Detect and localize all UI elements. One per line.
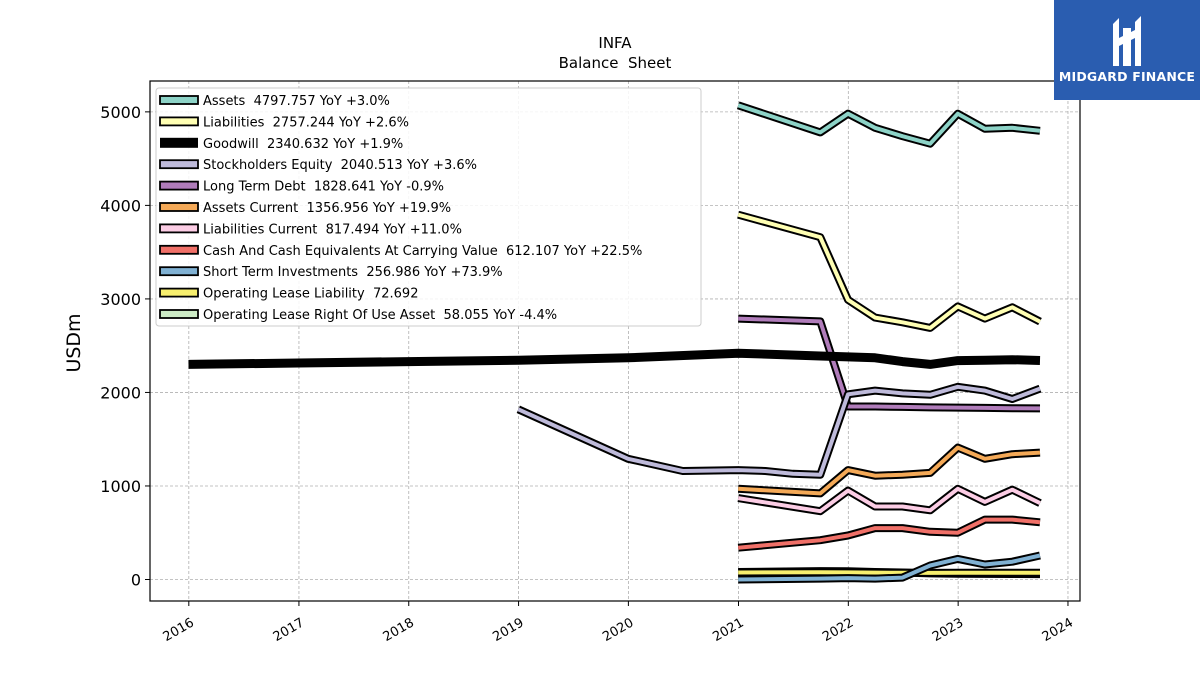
legend-swatch-cash-and-cash-equivalents-at-carrying-value <box>159 244 199 255</box>
legend-label-long-term-debt: Long Term Debt 1828.641 YoY -0.9% <box>203 180 444 195</box>
series-line-short-term-investments <box>738 553 1041 582</box>
y-tick-label: 5000 <box>100 103 141 122</box>
series-line-goodwill <box>188 348 1041 369</box>
series-line-operating-lease-liability <box>738 570 1040 575</box>
series-stockholders-equity <box>516 382 1042 479</box>
series-line-liabilities-current <box>737 486 1041 514</box>
series-line-assets-current <box>738 445 1041 496</box>
legend-swatch-operating-lease-right-of-use-asset <box>159 309 199 319</box>
legend-swatch-assets-current <box>159 202 199 212</box>
midgard-finance-logo: MIDGARD FINANCE <box>1054 0 1200 100</box>
legend-label-goodwill: Goodwill 2340.632 YoY +1.9% <box>203 137 403 152</box>
legend-swatch-goodwill <box>160 137 198 148</box>
legend-swatch-operating-lease-liability <box>159 287 199 298</box>
x-tick-label: 2021 <box>710 615 746 645</box>
y-tick-label: 3000 <box>100 290 141 309</box>
legend-label-liabilities: Liabilities 2757.244 YoY +2.6% <box>203 115 409 130</box>
x-tick-label: 2019 <box>490 615 526 645</box>
series-lines <box>188 101 1042 584</box>
y-tick-label: 2000 <box>100 383 141 402</box>
legend-label-short-term-investments: Short Term Investments 256.986 YoY +73.9… <box>203 265 503 280</box>
series-goodwill <box>188 348 1041 369</box>
series-outline-assets <box>736 101 1041 148</box>
x-tick-label: 2018 <box>381 615 417 645</box>
legend-label-operating-lease-right-of-use-asset: Operating Lease Right Of Use Asset 58.05… <box>203 308 557 323</box>
series-outline-stockholders-equity <box>516 382 1042 479</box>
series-short-term-investments <box>738 551 1041 584</box>
legend-label-liabilities-current: Liabilities Current 817.494 YoY +11.0% <box>203 222 462 237</box>
x-tick-label: 2016 <box>161 615 197 645</box>
y-tick-label: 1000 <box>100 477 141 496</box>
legend-label-stockholders-equity: Stockholders Equity 2040.513 YoY +3.6% <box>203 158 477 173</box>
legend-swatch-stockholders-equity <box>159 159 199 170</box>
legend-box <box>155 87 702 327</box>
series-line-liabilities <box>737 212 1041 330</box>
series-cash-and-cash-equivalents-at-carrying-value <box>737 515 1041 552</box>
series-assets <box>736 101 1041 148</box>
legend-swatch-liabilities-current <box>159 223 199 234</box>
series-operating-lease-liability <box>738 568 1040 577</box>
legend-label-cash-and-cash-equivalents-at-carrying-value: Cash And Cash Equivalents At Carrying Va… <box>203 244 642 259</box>
series-outline-liabilities <box>737 210 1042 332</box>
series-liabilities-current <box>737 484 1042 516</box>
logo-text: MIDGARD FINANCE <box>1058 69 1196 84</box>
series-line-long-term-debt <box>738 316 1041 411</box>
legend: Assets 4797.757 YoY +3.0% Liabilities 275… <box>155 87 702 327</box>
logo-mark-icon <box>1113 16 1141 66</box>
chart-title: INFA <box>598 34 632 52</box>
legend-swatch-long-term-debt <box>159 180 199 191</box>
x-tick-label: 2023 <box>930 615 966 645</box>
series-liabilities <box>737 210 1042 332</box>
legend-swatch-short-term-investments <box>159 266 199 277</box>
legend-label-assets: Assets 4797.757 YoY +3.0% <box>203 94 390 109</box>
chart-subtitle: Balance Sheet <box>559 54 672 72</box>
y-tick-label: 0 <box>131 570 141 589</box>
legend-label-operating-lease-liability: Operating Lease Liability 72.692 <box>203 287 418 302</box>
legend-label-assets-current: Assets Current 1356.956 YoY +19.9% <box>203 201 451 216</box>
series-assets-current <box>737 443 1041 498</box>
y-axis-label: USDm <box>63 313 85 372</box>
legend-swatch-assets <box>159 95 199 105</box>
x-tick-label: 2017 <box>271 615 307 645</box>
series-long-term-debt <box>738 314 1041 413</box>
y-tick-label: 4000 <box>100 196 141 215</box>
plot-frame <box>149 80 1081 602</box>
series-line-cash-and-cash-equivalents-at-carrying-value <box>738 517 1041 550</box>
x-tick-label: 2022 <box>820 615 856 645</box>
legend-swatch-liabilities <box>159 116 199 127</box>
x-tick-label: 2024 <box>1040 615 1076 645</box>
x-tick-label: 2020 <box>600 615 636 645</box>
series-line-assets <box>737 103 1041 146</box>
series-line-stockholders-equity <box>517 384 1041 477</box>
